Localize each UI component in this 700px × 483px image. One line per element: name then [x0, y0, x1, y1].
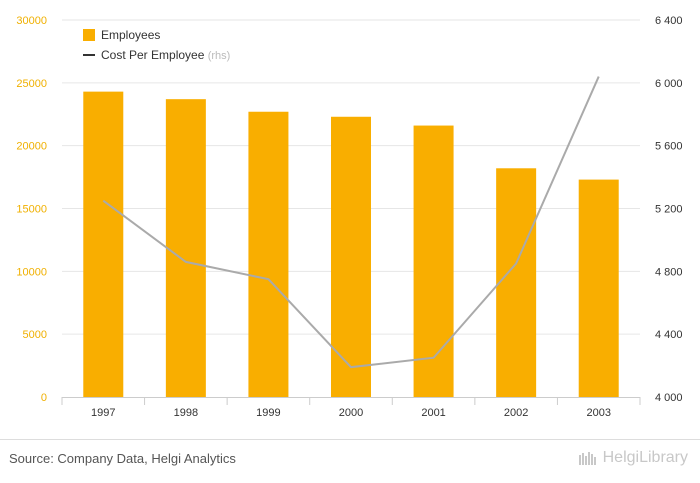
bar-employees: [248, 111, 289, 397]
y-right-tick-label: 6 400: [655, 15, 683, 27]
library-icon: [578, 452, 596, 465]
y-right-tick-label: 4 400: [655, 329, 683, 341]
source-note: Source: Company Data, Helgi Analytics: [9, 451, 236, 466]
y-left-tick-label: 10000: [16, 266, 47, 278]
bar-employees: [496, 168, 537, 397]
bar-employees: [165, 99, 206, 398]
y-left-tick-label: 0: [41, 392, 47, 404]
x-tick-label: 1997: [91, 407, 115, 419]
legend-label-employees: Employees: [101, 28, 160, 42]
x-tick-label: 1999: [256, 407, 280, 419]
y-right-tick-label: 6 000: [655, 78, 683, 90]
combo-chart: 30000 25000 20000 15000 10000 5000 0 6 400 6 000…: [16, 15, 683, 419]
y-left-tick-label: 15000: [16, 204, 47, 216]
bar-employees: [83, 91, 124, 397]
x-tick-label: 2002: [504, 407, 528, 419]
line-cost-per-employee: [102, 76, 600, 369]
y-left-tick-label: 30000: [16, 15, 47, 27]
x-tick-label: 2003: [586, 407, 610, 419]
x-tick-label: 2000: [339, 407, 363, 419]
y-right-tick-label: 5 200: [655, 204, 683, 216]
brand-logo[interactable]: HelgiLibrary: [578, 449, 688, 467]
legend-label-cost: Cost Per Employee (rhs): [101, 48, 230, 62]
y-left-tick-label: 25000: [16, 78, 47, 90]
bar-employees: [578, 179, 619, 397]
x-tick-label: 1998: [174, 407, 198, 419]
footer-divider: [0, 439, 700, 440]
bar-employees: [413, 125, 454, 397]
y-left-tick-label: 5000: [23, 329, 47, 341]
brand-name: HelgiLibrary: [602, 449, 688, 466]
y-right-tick-label: 4 000: [655, 392, 683, 404]
bar-employees: [331, 116, 371, 397]
x-tick-label: 2001: [421, 407, 445, 419]
y-right-tick-label: 5 600: [655, 141, 683, 153]
y-right-tick-label: 4 800: [655, 266, 683, 278]
y-left-tick-label: 20000: [16, 141, 47, 153]
legend-label-rhs-suffix: (rhs): [208, 50, 231, 62]
legend-swatch-employees: [83, 29, 95, 41]
